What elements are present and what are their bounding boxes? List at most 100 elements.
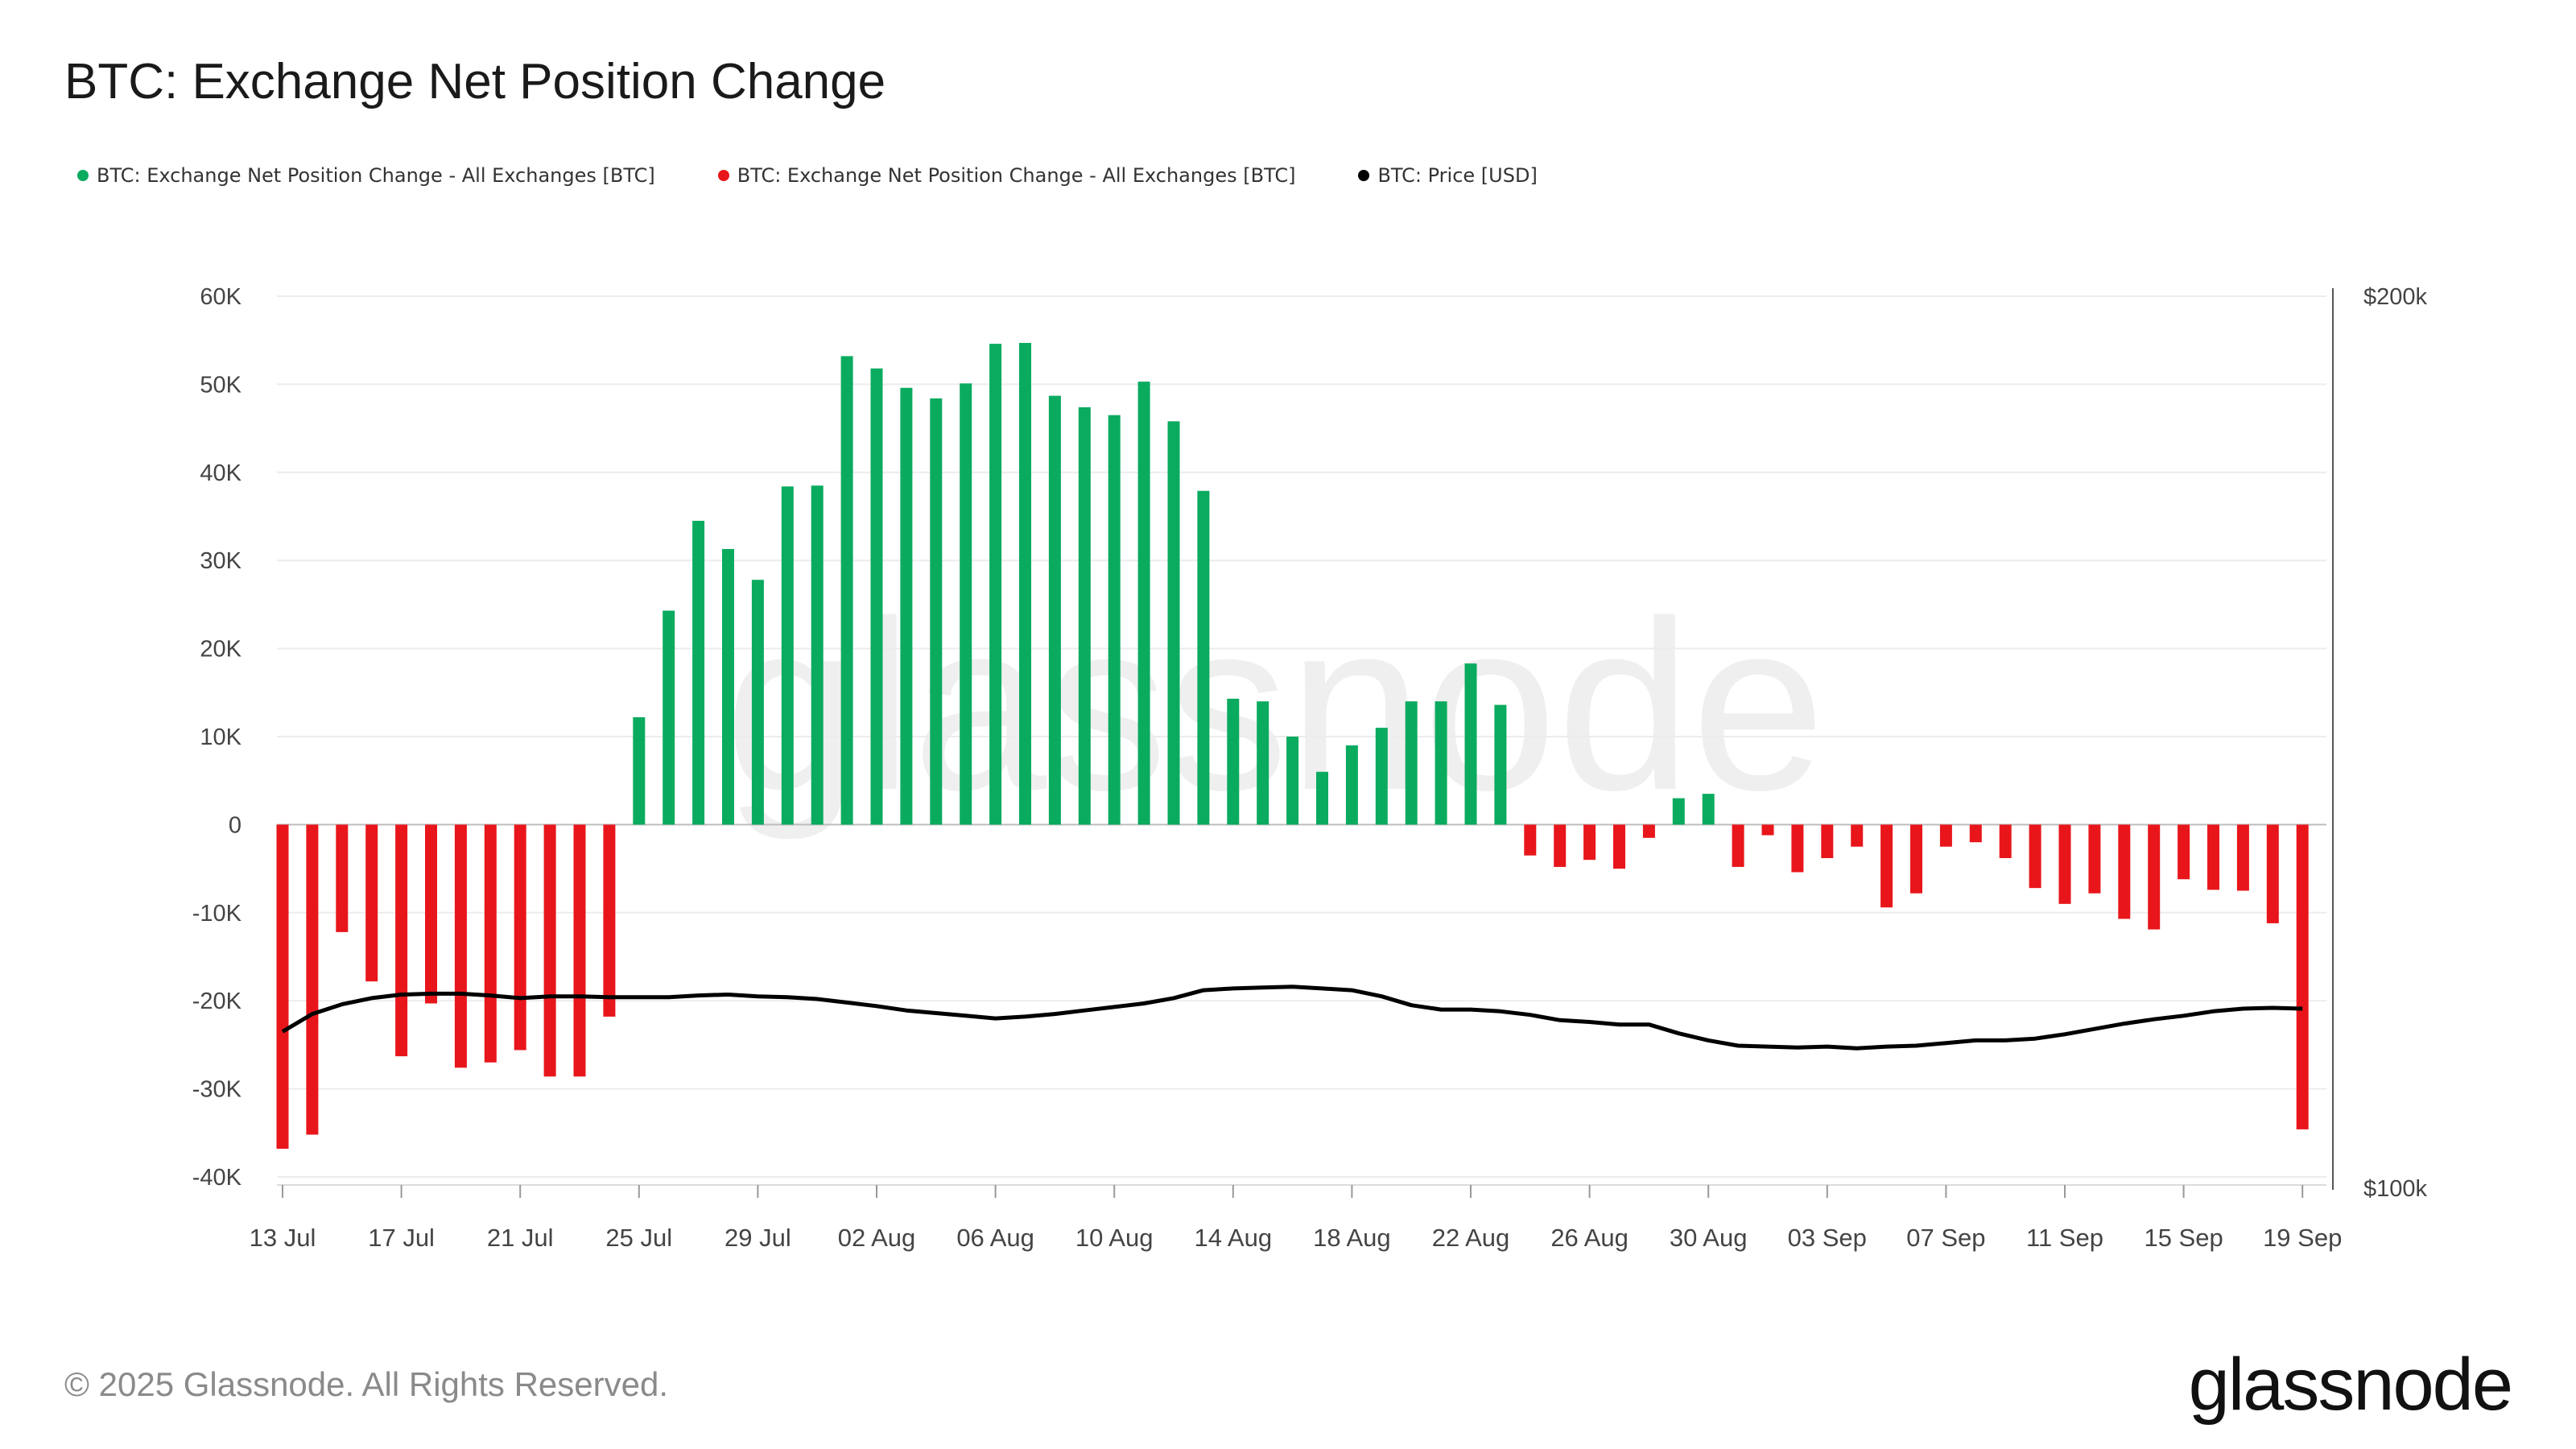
legend-item-inflow[interactable]: BTC: Exchange Net Position Change - All … [77,164,655,187]
bar-positive [900,387,913,825]
bar-negative [395,824,408,1057]
bar-negative [1642,824,1655,838]
bar-positive [633,716,646,825]
legend-dot-green [77,170,89,181]
legend-item-price[interactable]: BTC: Price [USD] [1358,164,1538,187]
bar-positive [930,398,943,825]
bar-negative [2058,824,2071,904]
bar-positive [1137,382,1150,825]
bar-positive [1197,490,1210,825]
bar-negative [2178,824,2190,880]
bar-negative [573,824,586,1077]
bar-positive [1345,745,1358,825]
bar-negative [543,824,556,1077]
x-tick-label: 14 Aug [1195,1224,1273,1252]
y-tick-label: -10K [192,901,242,927]
watermark: glassnode [724,570,1826,842]
x-tick-label: 29 Jul [724,1224,791,1252]
x-tick-label: 13 Jul [250,1224,316,1252]
bar-positive [663,610,675,825]
y2-tick-label: $100k [2363,1176,2428,1202]
x-tick-label: 03 Sep [1788,1224,1867,1252]
bar-negative [2296,824,2309,1129]
bar-negative [1910,824,1922,894]
y-tick-label: 30K [200,548,242,574]
y-tick-label: -20K [192,989,242,1014]
bars-group [276,342,2309,1149]
bar-negative [1761,824,1774,836]
x-tick-label: 17 Jul [368,1224,435,1252]
bar-negative [1613,824,1625,869]
y-tick-label: 10K [200,724,242,750]
bar-negative [2029,824,2041,889]
bar-positive [1375,728,1388,825]
price-line-group [281,985,2303,1051]
x-tick-label: 15 Sep [2144,1224,2223,1252]
x-tick-label: 30 Aug [1670,1224,1748,1252]
bar-positive [960,383,972,825]
bar-negative [306,824,319,1135]
bar-positive [811,485,824,825]
legend-label-inflow: BTC: Exchange Net Position Change - All … [97,164,655,187]
legend-label-price: BTC: Price [USD] [1377,164,1538,187]
bar-positive [1257,701,1269,825]
bar-negative [2207,824,2219,890]
x-axis: 13 Jul 17 Jul 21 Jul 25 Jul 29 Jul 02 Aug 06 A… [250,1184,2342,1252]
x-tick-label: 22 Aug [1432,1224,1510,1252]
bar-positive [1435,701,1447,825]
x-tick-label: 10 Aug [1075,1224,1154,1252]
bar-negative [2236,824,2249,891]
x-tick-label: 07 Sep [1906,1224,1985,1252]
y-tick-label: 0 [229,812,242,838]
bar-negative [365,824,378,982]
x-tick-label: 18 Aug [1313,1224,1391,1252]
legend-dot-black [1358,170,1370,181]
legend-item-outflow[interactable]: BTC: Exchange Net Position Change - All … [717,164,1296,187]
bar-positive [692,520,705,825]
bar-positive [1464,663,1477,825]
y-tick-label: 20K [200,637,242,663]
y-axis-right: $200k $100k [2332,284,2428,1202]
x-tick-label: 11 Sep [2026,1224,2103,1252]
bar-negative [276,824,289,1149]
bar-negative [336,824,349,932]
bar-positive [1702,794,1715,825]
bar-positive [1167,421,1180,825]
bar-negative [1939,824,1952,847]
bar-negative [484,824,497,1063]
bar-positive [1227,698,1240,825]
legend-label-outflow: BTC: Exchange Net Position Change - All … [737,164,1296,187]
x-tick-label: 02 Aug [838,1224,916,1252]
bar-negative [1999,824,2012,858]
legend-dot-red [717,170,729,181]
bar-negative [1880,824,1893,908]
bar-positive [840,356,853,825]
bar-negative [603,824,616,1017]
y-tick-label: -40K [192,1165,242,1191]
bar-negative [1554,824,1567,867]
bar-negative [2148,824,2161,930]
bar-negative [454,824,467,1068]
bar-positive [1108,415,1121,825]
bar-positive [1078,407,1091,825]
bar-positive [1494,704,1507,825]
x-tick-label: 19 Sep [2263,1224,2342,1252]
bar-positive [1672,798,1685,825]
bar-positive [1019,342,1031,825]
bar-positive [1405,701,1418,825]
bar-negative [1821,824,1834,858]
x-tick-label: 25 Jul [605,1224,672,1252]
bar-negative [2088,824,2101,894]
bar-negative [2266,824,2279,923]
bar-negative [1969,824,1982,843]
bar-positive [722,548,734,825]
bar-positive [870,368,883,825]
bar-negative [425,824,437,1004]
copyright-footer: © 2025 Glassnode. All Rights Reserved. [64,1365,669,1403]
y-tick-label: 50K [200,372,242,398]
bar-negative [1851,824,1864,847]
y-axis-left: 60K 50K 40K 30K 20K 10K 0 -10K -20K -30K -40K [192,284,242,1191]
y-tick-label: 60K [200,284,242,310]
bar-negative [514,824,526,1051]
